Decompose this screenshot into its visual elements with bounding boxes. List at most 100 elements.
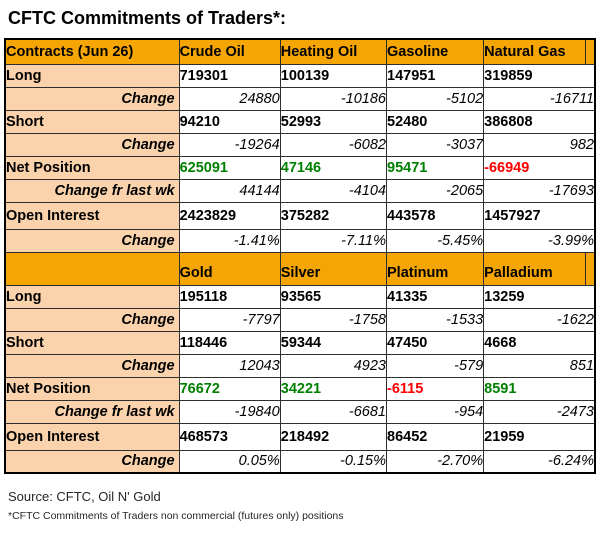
header-spacer-cell (585, 38, 596, 65)
change-cell: -7797 (178, 307, 281, 332)
table-row: Change -19264 -6082 -3037 982 (4, 132, 596, 157)
header-cell: Natural Gas (483, 38, 587, 65)
change-cell: -954 (385, 399, 485, 424)
change-cell: -6.24% (483, 449, 596, 474)
change-cell: -19840 (178, 399, 281, 424)
section-header-row: Gold Silver Platinum Palladium (4, 251, 596, 286)
change-cell: -6681 (279, 399, 388, 424)
table-row: Long 719301 100139 147951 319859 (4, 63, 596, 88)
change-cell: -16711 (483, 86, 596, 111)
change-cell: 0.05% (178, 449, 281, 474)
change-cell: -1.41% (178, 228, 281, 253)
value-cell: 4668 (483, 330, 596, 355)
table-row: Short 94210 52993 52480 386808 (4, 109, 596, 134)
change-cell: -1533 (385, 307, 485, 332)
change-cell: 4923 (279, 353, 388, 378)
change-cell: -2.70% (385, 449, 485, 474)
change-cell: 982 (483, 132, 596, 157)
page-title: CFTC Commitments of Traders*: (8, 8, 287, 28)
table-row: Change -7797 -1758 -1533 -1622 (4, 307, 596, 332)
header-cell: Palladium (483, 251, 587, 286)
change-cell: -19264 (178, 132, 281, 157)
change-cell: 12043 (178, 353, 281, 378)
change-cell: -579 (385, 353, 485, 378)
net-position-cell: 95471 (385, 155, 485, 180)
row-label-cell: Open Interest (4, 422, 180, 451)
change-cell: -7.11% (279, 228, 388, 253)
value-cell: 94210 (178, 109, 281, 134)
header-cell: Heating Oil (279, 38, 388, 65)
table-row: Short 118446 59344 47450 4668 (4, 330, 596, 355)
value-cell: 21959 (483, 422, 596, 451)
change-cell: -10186 (279, 86, 388, 111)
value-cell: 1457927 (483, 201, 596, 230)
value-cell: 319859 (483, 63, 596, 88)
table-row: Change fr last wk 44144 -4104 -2065 -17693 (4, 178, 596, 203)
value-cell: 386808 (483, 109, 596, 134)
value-cell: 52993 (279, 109, 388, 134)
header-cell: Silver (279, 251, 388, 286)
row-label-cell: Change fr last wk (4, 178, 180, 203)
table-row: Change 0.05% -0.15% -2.70% -6.24% (4, 449, 596, 474)
value-cell: 375282 (279, 201, 388, 230)
table-row: Long 195118 93565 41335 13259 (4, 284, 596, 309)
value-cell: 147951 (385, 63, 485, 88)
change-cell: 24880 (178, 86, 281, 111)
row-label-cell: Short (4, 109, 180, 134)
row-label-cell: Long (4, 63, 180, 88)
header-label-cell (4, 251, 180, 286)
table-row: Net Position 625091 47146 95471 -66949 (4, 155, 596, 180)
row-label-cell: Change (4, 228, 180, 253)
row-label-cell: Long (4, 284, 180, 309)
cot-table: Contracts (Jun 26) Crude Oil Heating Oil Ga… (4, 38, 596, 474)
value-cell: 41335 (385, 284, 485, 309)
net-position-cell: 47146 (279, 155, 388, 180)
value-cell: 59344 (279, 330, 388, 355)
value-cell: 468573 (178, 422, 281, 451)
row-label-cell: Change (4, 353, 180, 378)
table-row: Change -1.41% -7.11% -5.45% -3.99% (4, 228, 596, 253)
change-cell: -6082 (279, 132, 388, 157)
net-position-cell: 34221 (279, 376, 388, 401)
change-cell: -5.45% (385, 228, 485, 253)
change-cell: -17693 (483, 178, 596, 203)
value-cell: 13259 (483, 284, 596, 309)
source-text: Source: CFTC, Oil N' Gold (8, 489, 161, 504)
row-label-cell: Net Position (4, 376, 180, 401)
change-cell: -5102 (385, 86, 485, 111)
value-cell: 2423829 (178, 201, 281, 230)
row-label-cell: Change fr last wk (4, 399, 180, 424)
table-row: Open Interest 2423829 375282 443578 1457927 (4, 201, 596, 230)
value-cell: 118446 (178, 330, 281, 355)
change-cell: -3037 (385, 132, 485, 157)
change-cell: -4104 (279, 178, 388, 203)
table-row: Change 12043 4923 -579 851 (4, 353, 596, 378)
header-cell: Gold (178, 251, 281, 286)
net-position-cell: -6115 (385, 376, 485, 401)
footnote: *CFTC Commitments of Traders non commerc… (8, 510, 344, 522)
change-cell: -3.99% (483, 228, 596, 253)
row-label-cell: Change (4, 307, 180, 332)
change-cell: -0.15% (279, 449, 388, 474)
table-row: Net Position 76672 34221 -6115 8591 (4, 376, 596, 401)
change-cell: -2065 (385, 178, 485, 203)
header-cell: Gasoline (385, 38, 485, 65)
row-label-cell: Change (4, 449, 180, 474)
change-cell: -2473 (483, 399, 596, 424)
row-label-cell: Net Position (4, 155, 180, 180)
change-cell: 851 (483, 353, 596, 378)
header-cell: Crude Oil (178, 38, 281, 65)
net-position-cell: 625091 (178, 155, 281, 180)
table-row: Change 24880 -10186 -5102 -16711 (4, 86, 596, 111)
value-cell: 719301 (178, 63, 281, 88)
header-label-cell: Contracts (Jun 26) (4, 38, 180, 65)
row-label-cell: Change (4, 132, 180, 157)
header-cell: Platinum (385, 251, 485, 286)
row-label-cell: Change (4, 86, 180, 111)
change-cell: 44144 (178, 178, 281, 203)
value-cell: 93565 (279, 284, 388, 309)
change-cell: -1758 (279, 307, 388, 332)
table-row: Open Interest 468573 218492 86452 21959 (4, 422, 596, 451)
section-header-row: Contracts (Jun 26) Crude Oil Heating Oil Ga… (4, 38, 596, 65)
value-cell: 443578 (385, 201, 485, 230)
